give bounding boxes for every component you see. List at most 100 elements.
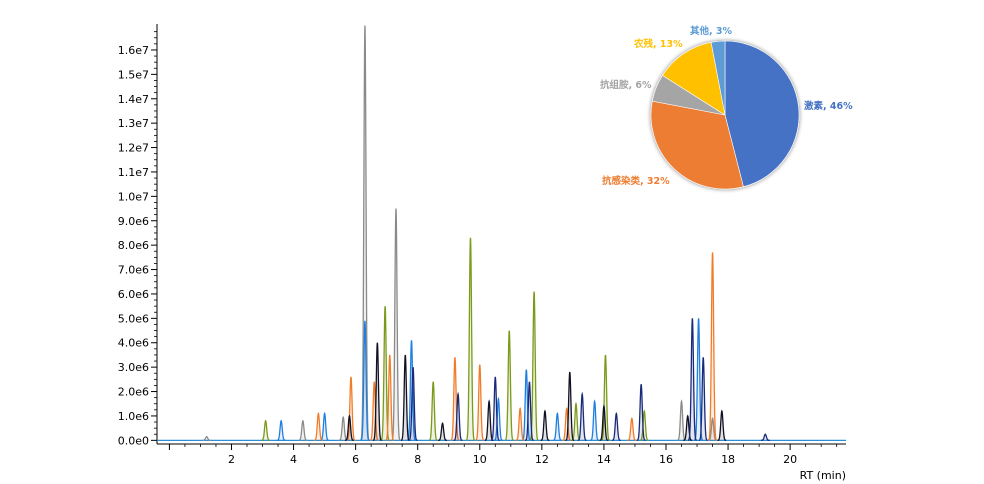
peak — [529, 291, 539, 441]
y-tick-label: 0.0e0 — [118, 434, 149, 447]
peak — [465, 237, 476, 441]
peak — [453, 391, 463, 441]
peak-fill — [369, 381, 379, 441]
peak — [599, 404, 609, 441]
x-tick-label: 16 — [659, 453, 673, 466]
peak — [261, 419, 270, 441]
x-tick-label: 10 — [473, 453, 487, 466]
peak-fill — [540, 411, 550, 441]
peak-fill — [611, 413, 621, 441]
series-3 — [314, 252, 718, 441]
y-tick-label: 1.2e7 — [118, 142, 149, 155]
peak-fill — [677, 401, 686, 441]
pie-slice-label: 其他, 3% — [690, 25, 733, 37]
peak-fill — [385, 354, 395, 441]
axes: 0.0e0 1.0e6 2.0e6 3.0e6 4.0e6 5.0e6 6.0e6 7.0e6… — [118, 24, 846, 482]
peak — [380, 306, 390, 441]
peak — [601, 354, 610, 441]
peak — [540, 409, 550, 441]
peak-fill — [450, 357, 460, 441]
peak — [565, 371, 575, 441]
peak — [687, 318, 697, 441]
pie-slice — [650, 100, 744, 190]
peak-fill — [438, 423, 447, 441]
peak-fill — [639, 411, 649, 441]
peak — [636, 384, 646, 441]
peak-fill — [484, 401, 494, 441]
peak-fill — [694, 318, 703, 441]
peak — [760, 433, 770, 441]
peak — [707, 252, 718, 441]
peak — [490, 376, 500, 441]
peak-fill — [490, 376, 500, 441]
peak — [391, 208, 401, 441]
peak-fill — [698, 357, 708, 441]
y-tick-label: 1.0e7 — [118, 190, 149, 203]
y-tick-label: 8.0e6 — [118, 239, 149, 252]
y-tick-label: 1.3e7 — [118, 117, 149, 130]
x-tick-label: 2 — [228, 453, 235, 466]
y-tick-label: 6.0e6 — [118, 288, 149, 301]
peak — [708, 417, 717, 441]
peak-fill — [515, 408, 525, 441]
peak-fill — [453, 393, 463, 441]
x-tick-label: 20 — [783, 453, 797, 466]
series-5 — [408, 318, 770, 441]
peak — [298, 419, 308, 441]
x-tick-label: 12 — [535, 453, 549, 466]
pie-slice — [724, 40, 800, 188]
peak-fill — [428, 381, 438, 441]
peak-fill — [521, 369, 531, 441]
pie-slice-label: 抗组胺, 6% — [600, 79, 652, 91]
peak — [345, 414, 354, 441]
y-tick-label: 1.6e7 — [118, 44, 149, 57]
peak — [552, 412, 562, 441]
peak-fill — [314, 413, 323, 441]
peak — [504, 330, 514, 441]
peak-fill — [494, 398, 503, 441]
pie-slice-label: 抗感染类, 32% — [602, 175, 670, 187]
peak-fill — [627, 418, 637, 441]
y-tick-label: 7.0e6 — [118, 264, 149, 277]
x-tick-label: 4 — [290, 453, 297, 466]
peak-fill — [688, 318, 697, 441]
peak — [627, 417, 637, 441]
peak — [202, 436, 211, 441]
peak — [521, 369, 531, 441]
y-tick-label: 2.0e6 — [118, 386, 149, 399]
peak — [360, 320, 370, 441]
peak-fill — [261, 420, 270, 441]
peak — [698, 357, 708, 441]
peak — [369, 381, 379, 441]
peak-fill — [345, 415, 354, 441]
peak — [276, 419, 286, 441]
peak — [717, 409, 727, 441]
x-tick-label: 6 — [352, 453, 359, 466]
peak-fill — [553, 413, 562, 441]
peak — [562, 406, 572, 441]
series-1 — [261, 237, 649, 441]
peak — [683, 414, 693, 441]
peak-fill — [708, 418, 717, 441]
y-tick-label: 3.0e6 — [118, 361, 149, 374]
y-tick-label: 1.1e7 — [118, 166, 149, 179]
peak — [475, 364, 485, 441]
peak-fill — [380, 306, 390, 441]
peak-fill — [599, 406, 609, 441]
peak-fill — [400, 354, 410, 441]
peak — [577, 391, 587, 441]
peak-fill — [565, 372, 575, 441]
peak-fill — [562, 408, 572, 441]
peak — [590, 399, 599, 441]
peak-fill — [320, 413, 329, 441]
peak-fill — [466, 237, 475, 441]
y-tick-label: 5.0e6 — [118, 312, 149, 325]
x-tick-label: 18 — [721, 453, 735, 466]
peak-fill — [346, 376, 356, 441]
peak-fill — [391, 208, 401, 441]
x-axis-label: RT (min) — [800, 469, 846, 482]
peak-fill — [708, 252, 717, 441]
y-tick-label: 1.0e6 — [118, 410, 149, 423]
peak-fill — [525, 381, 534, 441]
